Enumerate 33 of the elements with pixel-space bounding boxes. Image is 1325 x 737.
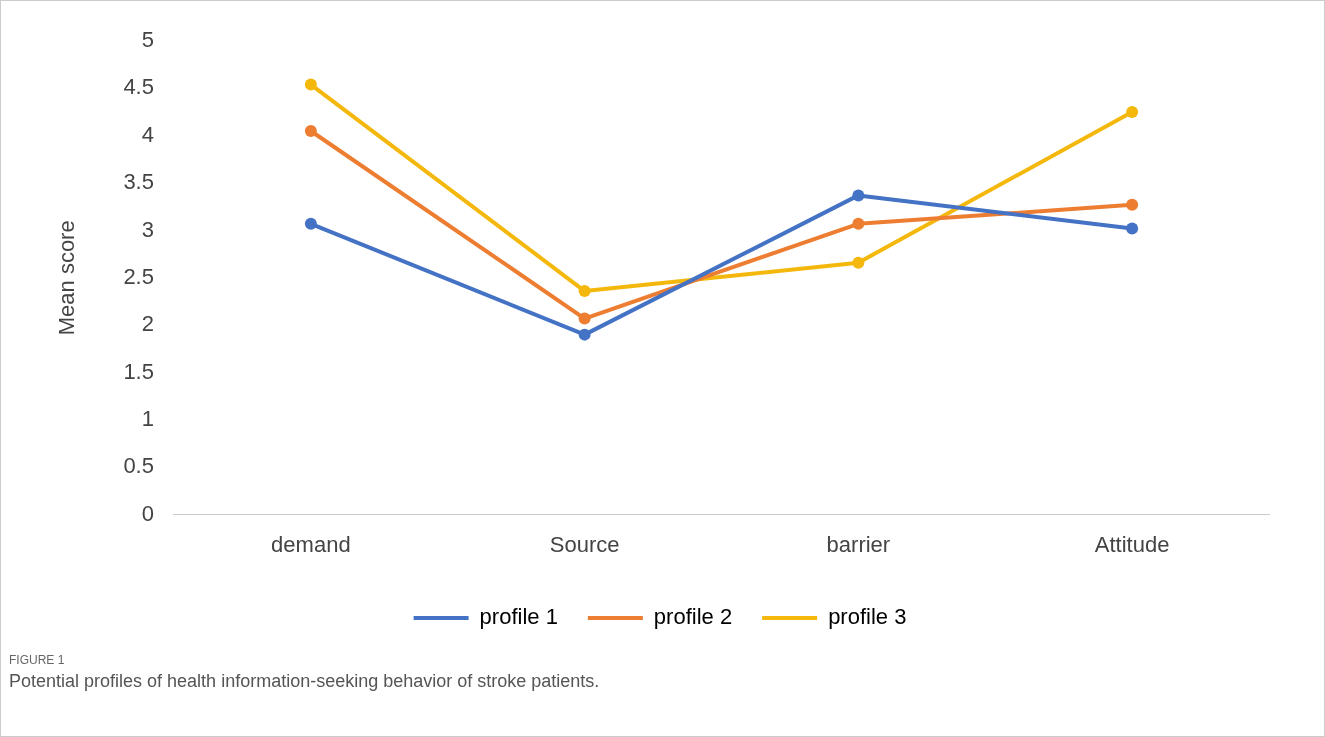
x-tick-label: demand: [271, 531, 351, 557]
point: [578, 312, 591, 325]
y-tick-label: 0: [141, 500, 154, 526]
y-tick-label: 1: [141, 405, 154, 431]
point: [304, 217, 317, 230]
point: [852, 189, 865, 202]
y-tick-label: 3: [141, 216, 154, 242]
caption: FIGURE 1: [9, 653, 66, 667]
y-tick-label: 3.5: [123, 169, 154, 195]
legend-label: profile 1: [479, 604, 558, 630]
x-tick-label: Attitude: [1094, 531, 1170, 557]
y-axis-title: Mean score: [54, 220, 80, 336]
x-tick-label: Source: [549, 531, 620, 557]
point: [1126, 106, 1139, 119]
point: [578, 285, 591, 298]
y-tick-label: 0.5: [123, 453, 154, 479]
y-tick-label: 4.5: [123, 74, 154, 100]
y-tick-label: 1.5: [123, 358, 154, 384]
point: [304, 124, 317, 137]
text: Potential profiles of health information-seeking behavior of stroke patients.: [9, 671, 600, 692]
point: [578, 328, 591, 341]
point: [852, 217, 865, 230]
y-tick-label: 5: [141, 27, 154, 53]
y-tick-label: 2: [141, 311, 154, 337]
point: [1126, 222, 1139, 235]
legend-label: profile 2: [653, 604, 733, 630]
point: [852, 256, 865, 269]
y-tick-label: 2.5: [123, 263, 154, 289]
y-tick-label: 4: [141, 121, 154, 147]
x-tick-label: barrier: [826, 531, 891, 557]
point: [1126, 198, 1139, 211]
legend-label: profile 3: [828, 604, 907, 630]
point: [304, 78, 317, 91]
